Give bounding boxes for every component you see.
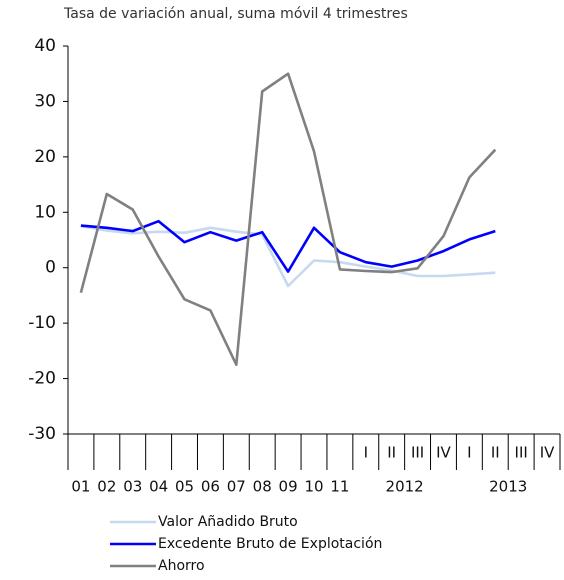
legend-label: Excedente Bruto de Explotación xyxy=(158,536,382,552)
y-tick-label: 10 xyxy=(34,202,56,222)
legend-label: Valor Añadido Bruto xyxy=(158,514,298,530)
x-tick-label: 10 xyxy=(304,478,323,496)
year-label: 2013 xyxy=(489,478,527,496)
y-tick-label: 40 xyxy=(34,36,56,56)
x-tick-label: 05 xyxy=(175,478,194,496)
x-tick-label: IV xyxy=(540,444,555,462)
legend-label: Ahorro xyxy=(158,558,205,574)
chart-subtitle: Tasa de variación anual, suma móvil 4 tr… xyxy=(63,6,408,22)
x-tick-label: 01 xyxy=(71,478,90,496)
y-tick-label: 30 xyxy=(34,91,56,111)
y-tick-label: -20 xyxy=(28,369,56,389)
x-tick-label: III xyxy=(411,444,424,462)
year-label: 2012 xyxy=(386,478,424,496)
x-tick-label: 09 xyxy=(279,478,298,496)
x-tick-label: III xyxy=(515,444,528,462)
y-tick-label: 20 xyxy=(34,147,56,167)
x-tick-label: 02 xyxy=(97,478,116,496)
x-tick-label: II xyxy=(491,444,500,462)
x-tick-label: 07 xyxy=(227,478,246,496)
x-tick-label: II xyxy=(387,444,396,462)
series-line xyxy=(79,72,497,366)
x-tick-label: I xyxy=(364,444,368,462)
x-tick-label: 11 xyxy=(330,478,349,496)
x-tick-label: 06 xyxy=(201,478,220,496)
x-tick-label: 03 xyxy=(123,478,142,496)
y-tick-label: -10 xyxy=(28,313,56,333)
y-tick-label: 0 xyxy=(45,258,56,278)
series-line xyxy=(80,224,496,288)
x-tick-label: IV xyxy=(436,444,451,462)
x-tick-label: 04 xyxy=(149,478,168,496)
x-tick-label: 08 xyxy=(253,478,272,496)
x-tick-label: I xyxy=(467,444,471,462)
y-tick-label: -30 xyxy=(28,424,56,444)
